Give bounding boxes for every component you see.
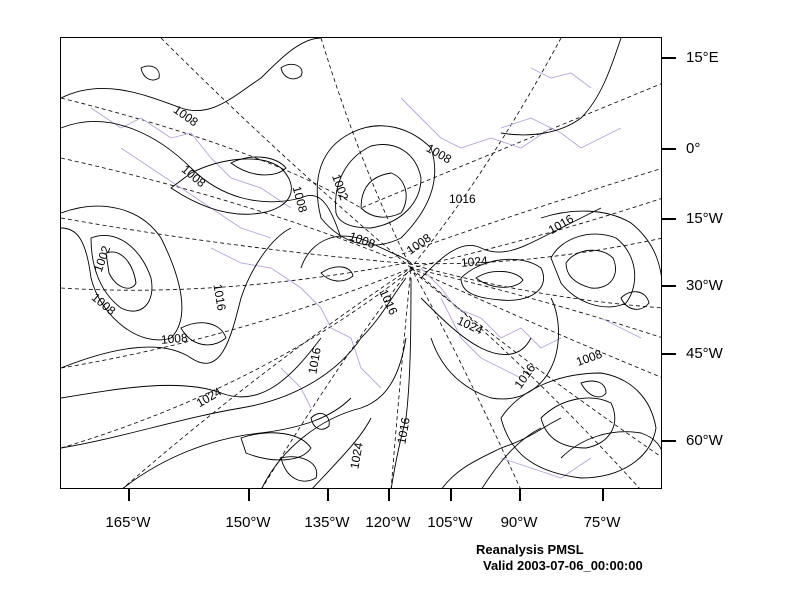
lat-label: 60°W [686, 432, 723, 449]
map-plot-area: 1008 1008 1008 1008 1002 1008 1016 1008 … [60, 37, 662, 489]
contour-label: 1008 [574, 347, 604, 369]
contour-label: 1008 [160, 331, 188, 347]
lon-label: 90°W [500, 514, 538, 531]
lat-tick [662, 353, 676, 355]
contour-label: 1008 [89, 290, 119, 318]
graticule [61, 38, 661, 488]
lat-tick [662, 218, 676, 220]
lon-tick [602, 489, 604, 501]
lon-label: 135°W [304, 514, 350, 531]
contour-label: 1008 [404, 231, 434, 258]
lon-label: 165°W [105, 514, 151, 531]
lat-label: 15°W [686, 210, 723, 227]
caption-title: Reanalysis PMSL [476, 542, 584, 557]
lon-tick [519, 489, 521, 501]
lon-label: 75°W [583, 514, 621, 531]
contour-label: 1008 [424, 141, 454, 167]
contour-label: 1016 [305, 346, 323, 375]
lon-tick [128, 489, 130, 501]
lat-tick [662, 57, 676, 59]
contour-label: 1008 [347, 229, 377, 251]
lon-tick [327, 489, 329, 501]
lat-tick [662, 285, 676, 287]
lat-label: 45°W [686, 345, 723, 362]
contour-label: 1008 [171, 103, 201, 130]
contour-label: 1002 [329, 172, 351, 202]
lon-label: 120°W [365, 514, 411, 531]
lat-label: 15°E [686, 49, 719, 66]
lat-label: 30°W [686, 277, 723, 294]
lat-tick [662, 440, 676, 442]
isobars [61, 38, 661, 488]
pressure-contour-map: 1008 1008 1008 1008 1002 1008 1016 1008 … [61, 38, 661, 488]
lat-label: 0° [686, 140, 701, 157]
contour-label: 1002 [91, 244, 113, 274]
contour-label: 1008 [179, 162, 209, 190]
coastlines [90, 67, 642, 479]
lon-label: 105°W [427, 514, 473, 531]
lon-tick [450, 489, 452, 501]
lon-tick [248, 489, 250, 501]
lat-tick [662, 148, 676, 150]
contour-label: 1024 [347, 441, 365, 470]
contour-label: 1024 [460, 254, 488, 270]
contour-label: 1016 [394, 416, 412, 445]
contour-label: 1016 [512, 361, 539, 391]
contour-label: 1008 [290, 185, 311, 215]
contour-label: 1016 [449, 192, 476, 206]
contour-label: 1016 [210, 283, 228, 312]
lon-label: 150°W [225, 514, 271, 531]
lon-tick [388, 489, 390, 501]
contour-labels: 1008 1008 1008 1008 1002 1008 1016 1008 … [89, 103, 605, 471]
caption-valid-time: Valid 2003-07-06_00:00:00 [483, 558, 643, 573]
contour-label: 1024 [194, 384, 224, 410]
